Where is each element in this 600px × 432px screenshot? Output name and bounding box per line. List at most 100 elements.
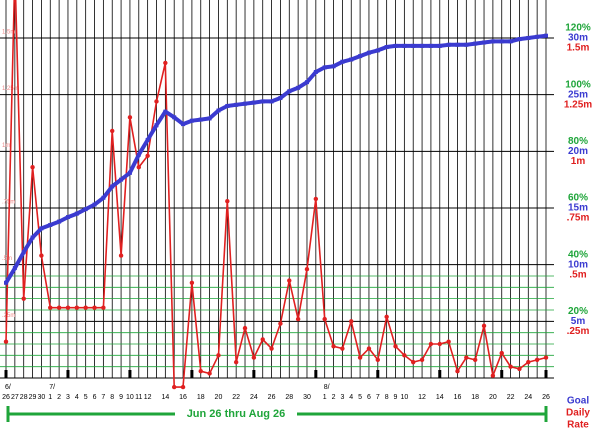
x-tick-label: 30 xyxy=(38,394,46,401)
point xyxy=(375,357,381,363)
week-tick xyxy=(66,370,70,378)
point xyxy=(92,202,97,207)
point xyxy=(464,355,469,360)
point xyxy=(30,164,35,170)
x-tick-label: 12 xyxy=(144,394,152,401)
point xyxy=(65,215,70,220)
point xyxy=(472,357,478,363)
legend-goal: Goal xyxy=(567,396,589,407)
y-tick-label: 5m xyxy=(571,316,586,327)
point xyxy=(287,89,292,94)
point xyxy=(198,117,203,122)
point xyxy=(384,45,389,50)
month-label: 7/ xyxy=(49,384,55,391)
point xyxy=(349,319,354,324)
left-tick-label: .25m xyxy=(2,313,15,319)
x-tick-label: 22 xyxy=(232,394,240,401)
point xyxy=(110,184,115,189)
x-tick-label: 5 xyxy=(84,394,88,401)
week-tick xyxy=(544,370,548,378)
point xyxy=(499,350,504,356)
point xyxy=(304,266,310,272)
x-tick-label: 26 xyxy=(2,394,10,401)
point xyxy=(517,37,522,42)
week-tick xyxy=(500,370,504,378)
point xyxy=(48,222,53,227)
point xyxy=(534,357,540,363)
x-tick-label: 7 xyxy=(376,394,380,401)
y-tick-label: 25m xyxy=(568,89,588,100)
x-tick-label: 26 xyxy=(268,394,276,401)
x-tick-label: 27 xyxy=(11,394,19,401)
point xyxy=(57,219,62,224)
point xyxy=(358,54,363,59)
point xyxy=(331,344,336,349)
legend-daily: Daily xyxy=(566,408,590,419)
y2-tick-label: 1.25m xyxy=(564,99,592,110)
point xyxy=(83,207,88,212)
point xyxy=(65,305,71,310)
point xyxy=(331,64,336,69)
x-tick-label: 6 xyxy=(367,394,371,401)
point xyxy=(366,50,371,55)
range-label: Jun 26 thru Aug 26 xyxy=(187,408,286,420)
point xyxy=(322,316,327,322)
point xyxy=(349,57,354,62)
point xyxy=(207,371,212,376)
point xyxy=(127,170,132,175)
x-tick-label: 3 xyxy=(340,394,344,401)
x-tick-label: 10 xyxy=(400,394,408,401)
point xyxy=(225,103,230,108)
point xyxy=(189,118,194,123)
point xyxy=(482,40,487,45)
point xyxy=(198,368,203,374)
point xyxy=(278,96,283,101)
point xyxy=(508,364,513,369)
point xyxy=(260,99,265,104)
point xyxy=(490,39,495,44)
point xyxy=(216,353,221,358)
x-tick-label: 26 xyxy=(542,394,550,401)
y2-tick-label: 1m xyxy=(571,156,586,167)
point xyxy=(74,305,80,310)
y3-tick-label: 60% xyxy=(568,193,588,204)
point xyxy=(517,366,522,372)
point xyxy=(136,164,141,170)
point xyxy=(402,43,407,48)
point xyxy=(234,102,239,107)
point xyxy=(419,357,425,363)
point xyxy=(83,305,88,310)
x-tick-label: 22 xyxy=(507,394,515,401)
point xyxy=(163,60,168,66)
x-tick-label: 10 xyxy=(126,394,134,401)
point xyxy=(216,108,221,113)
point xyxy=(544,33,548,38)
point xyxy=(101,195,106,200)
point xyxy=(74,211,79,216)
x-tick-label: 18 xyxy=(471,394,479,401)
point xyxy=(304,80,309,85)
x-tick-label: 20 xyxy=(489,394,497,401)
point xyxy=(340,59,345,64)
week-tick xyxy=(252,370,256,378)
x-tick-label: 30 xyxy=(303,394,311,401)
x-tick-label: 2 xyxy=(332,394,336,401)
x-tick-label: 9 xyxy=(394,394,398,401)
point xyxy=(437,43,442,48)
x-tick-label: 16 xyxy=(179,394,187,401)
y-tick-label: 15m xyxy=(568,203,588,214)
point xyxy=(490,373,496,378)
point xyxy=(313,69,318,74)
x-tick-label: 3 xyxy=(66,394,70,401)
y2-tick-label: .5m xyxy=(569,269,586,280)
x-tick-label: 7 xyxy=(101,394,105,401)
x-tick-label: 28 xyxy=(20,394,28,401)
point xyxy=(384,314,389,319)
point xyxy=(243,101,248,106)
point xyxy=(357,355,363,360)
y3-tick-label: 40% xyxy=(568,249,588,260)
point xyxy=(393,43,398,48)
y-tick-label: 10m xyxy=(568,259,588,270)
point xyxy=(39,253,44,258)
point xyxy=(56,305,62,310)
